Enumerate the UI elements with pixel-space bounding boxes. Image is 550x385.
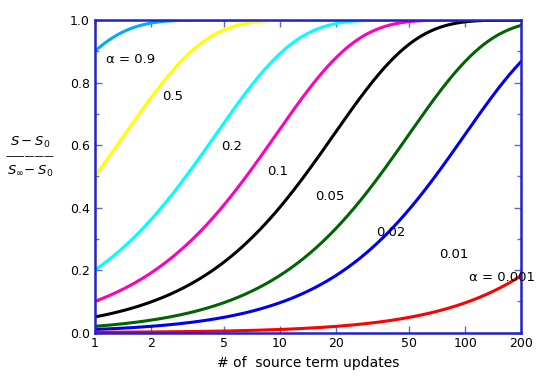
- Text: 0.2: 0.2: [221, 140, 242, 153]
- Text: 0.1: 0.1: [267, 165, 288, 178]
- Text: α = 0.9: α = 0.9: [106, 53, 155, 65]
- Text: $S - S_0$: $S - S_0$: [10, 135, 51, 150]
- Text: $S_\infty\! - S_0$: $S_\infty\! - S_0$: [7, 164, 53, 179]
- Text: α = 0.001: α = 0.001: [469, 271, 535, 285]
- Text: —————: —————: [6, 151, 54, 161]
- Text: 0.02: 0.02: [376, 226, 405, 239]
- Text: 0.01: 0.01: [439, 248, 468, 261]
- Text: 0.5: 0.5: [162, 90, 183, 103]
- Text: 0.05: 0.05: [315, 190, 345, 203]
- X-axis label: # of  source term updates: # of source term updates: [217, 356, 399, 370]
